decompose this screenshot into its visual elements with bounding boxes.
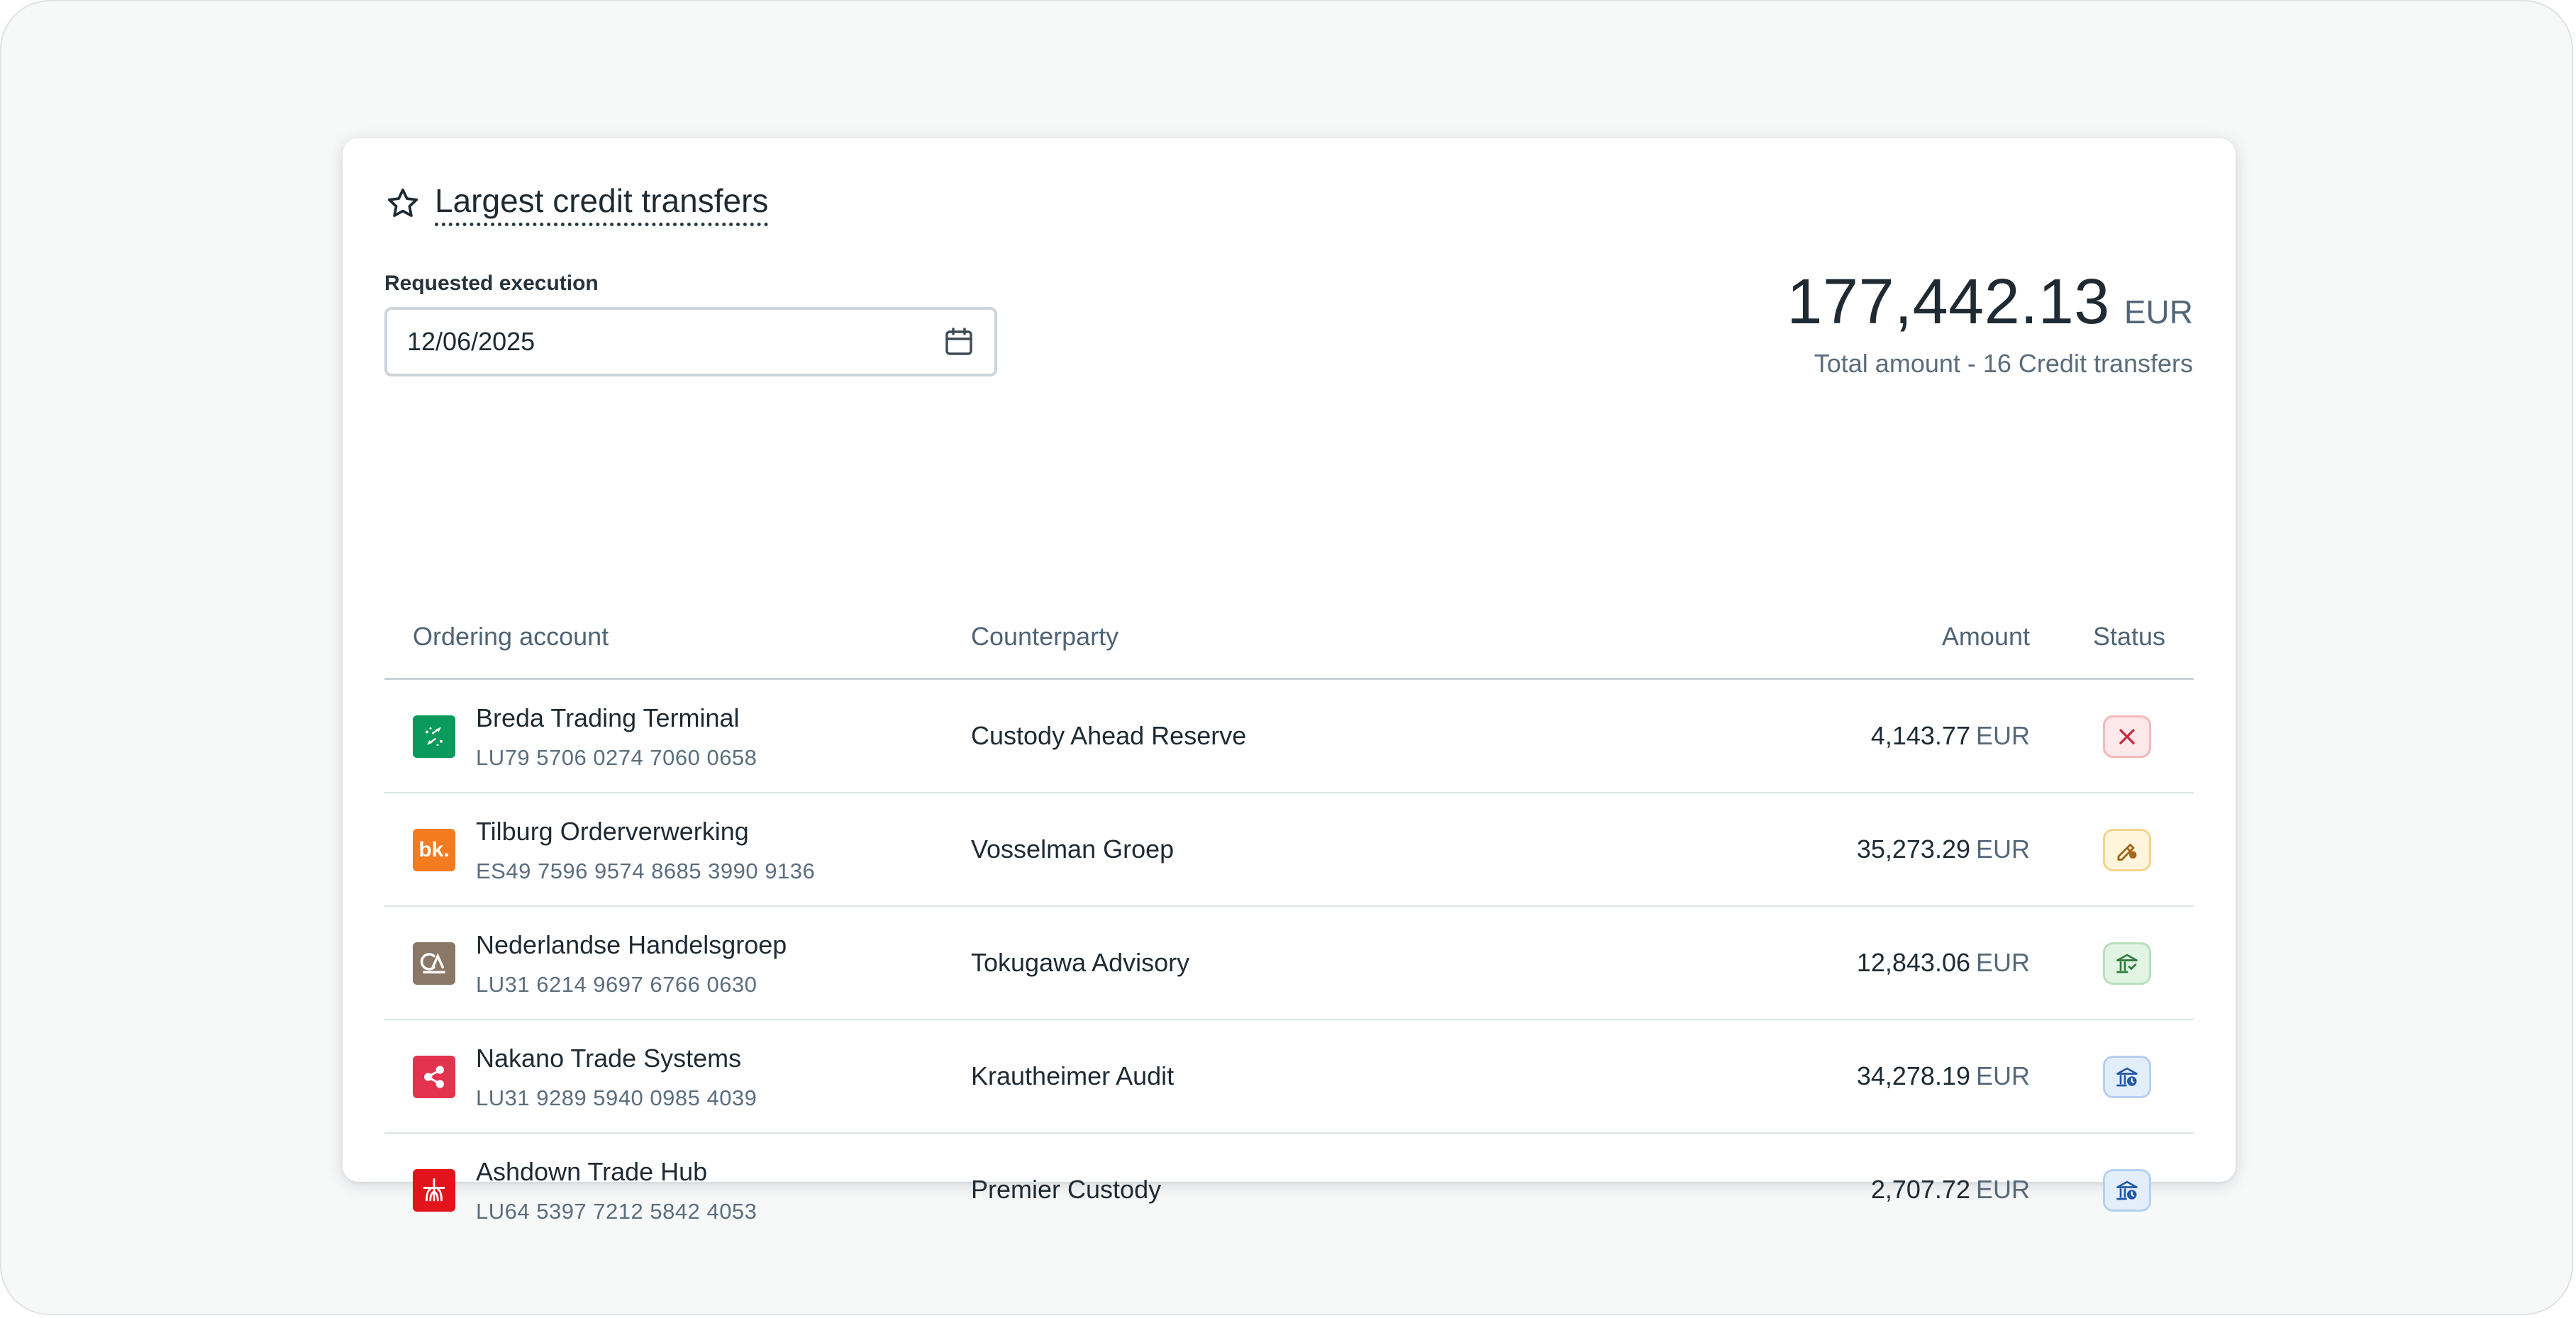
table-row[interactable]: Breda Trading Terminal LU79 5706 0274 70… bbox=[384, 680, 2194, 793]
account-name: Breda Trading Terminal bbox=[476, 703, 740, 732]
amount: 35,273.29 EUR bbox=[1857, 834, 2030, 864]
amount-currency: EUR bbox=[1975, 721, 2030, 750]
bank-pending-icon bbox=[2116, 1180, 2138, 1200]
counterparty: Vosselman Groep bbox=[971, 834, 1175, 864]
amount-value: 4,143.77 bbox=[1870, 721, 1970, 750]
account-iban: ES49 7596 9574 8685 3990 9136 bbox=[476, 859, 816, 883]
amount-currency: EUR bbox=[1975, 1175, 2030, 1204]
widget-title[interactable]: Largest credit transfers bbox=[435, 181, 769, 226]
amount-value: 12,843.06 bbox=[1856, 948, 1970, 977]
bank-logo-bk: bk. bbox=[413, 829, 455, 871]
account-iban: LU79 5706 0274 7060 0658 bbox=[476, 745, 757, 770]
table-row[interactable]: bk. Tilburg Orderverwerking ES49 7596 95… bbox=[384, 793, 2194, 907]
amount: 12,843.06 EUR bbox=[1857, 948, 2030, 978]
column-header-status[interactable]: Status bbox=[2092, 622, 2165, 651]
amount: 2,707.72 EUR bbox=[1871, 1175, 2030, 1205]
bank-logo-share bbox=[413, 1056, 455, 1098]
execution-date-label: Requested execution bbox=[384, 272, 599, 295]
bank-logo-ca bbox=[413, 942, 455, 985]
status-badge[interactable] bbox=[2103, 1056, 2151, 1098]
account-name: Tilburg Orderverwerking bbox=[476, 817, 749, 846]
execution-date-value[interactable]: 12/06/2025 bbox=[407, 327, 535, 356]
account-name: Ashdown Trade Hub bbox=[476, 1157, 708, 1186]
status-badge[interactable] bbox=[2103, 829, 2151, 871]
table-header: Ordering account Counterparty Amount Sta… bbox=[384, 592, 2194, 680]
total-amount: 177,442.13 bbox=[1787, 267, 2110, 337]
bank-logo-green bbox=[413, 715, 455, 758]
amount-value: 35,273.29 bbox=[1856, 834, 1970, 864]
amount: 4,143.77 EUR bbox=[1871, 721, 2030, 751]
bank-accepted-icon bbox=[2116, 954, 2138, 973]
status-badge[interactable] bbox=[2103, 1169, 2151, 1212]
account-iban: LU31 9289 5940 0985 4039 bbox=[476, 1085, 757, 1110]
rejected-icon bbox=[2119, 729, 2135, 744]
table-row[interactable]: Nederlandse Handelsgroep LU31 6214 9697 … bbox=[384, 907, 2194, 1020]
amount-value: 2,707.72 bbox=[1870, 1175, 1970, 1204]
account-iban: LU31 6214 9697 6766 0630 bbox=[476, 972, 757, 997]
account-iban: LU64 5397 7212 5842 4053 bbox=[476, 1199, 757, 1224]
column-header-counterparty[interactable]: Counterparty bbox=[971, 622, 1119, 651]
amount-currency: EUR bbox=[1975, 1061, 2030, 1090]
column-header-ordering-account[interactable]: Ordering account bbox=[413, 622, 609, 651]
star-icon[interactable] bbox=[385, 186, 421, 221]
column-header-amount[interactable]: Amount bbox=[1941, 622, 2030, 651]
status-badge[interactable] bbox=[2103, 942, 2151, 985]
signature-pending-icon bbox=[2117, 844, 2137, 861]
table-row[interactable]: Ashdown Trade Hub LU64 5397 7212 5842 40… bbox=[384, 1134, 2194, 1247]
calendar-icon[interactable] bbox=[942, 325, 976, 359]
widget-header: Largest credit transfers bbox=[385, 181, 769, 226]
amount-value: 34,278.19 bbox=[1856, 1061, 1970, 1090]
total-subtitle: Total amount - 16 Credit transfers bbox=[1814, 349, 2193, 378]
counterparty: Tokugawa Advisory bbox=[971, 948, 1190, 977]
account-name: Nederlandse Handelsgroep bbox=[476, 930, 787, 959]
bank-pending-icon bbox=[2116, 1067, 2138, 1087]
counterparty: Krautheimer Audit bbox=[971, 1061, 1175, 1090]
counterparty: Custody Ahead Reserve bbox=[971, 721, 1247, 750]
amount-currency: EUR bbox=[1975, 834, 2030, 864]
credit-transfers-widget: Largest credit transfers Requested execu… bbox=[343, 138, 2236, 1224]
total-currency: EUR bbox=[2123, 294, 2193, 330]
bank-logo-red bbox=[413, 1169, 455, 1212]
amount: 34,278.19 EUR bbox=[1857, 1061, 2030, 1091]
account-name: Nakano Trade Systems bbox=[476, 1044, 742, 1073]
total-summary: 177,442.13 EUR Total amount - 16 Credit … bbox=[1787, 266, 2193, 379]
bank-logo-text: bk. bbox=[418, 838, 450, 861]
amount-currency: EUR bbox=[1975, 948, 2030, 977]
status-badge[interactable] bbox=[2103, 715, 2151, 758]
execution-date-field[interactable]: 12/06/2025 bbox=[384, 307, 997, 376]
counterparty: Premier Custody bbox=[971, 1175, 1162, 1204]
table-row[interactable]: Nakano Trade Systems LU31 9289 5940 0985… bbox=[384, 1020, 2194, 1134]
transfers-table: Ordering account Counterparty Amount Sta… bbox=[384, 592, 2194, 1247]
